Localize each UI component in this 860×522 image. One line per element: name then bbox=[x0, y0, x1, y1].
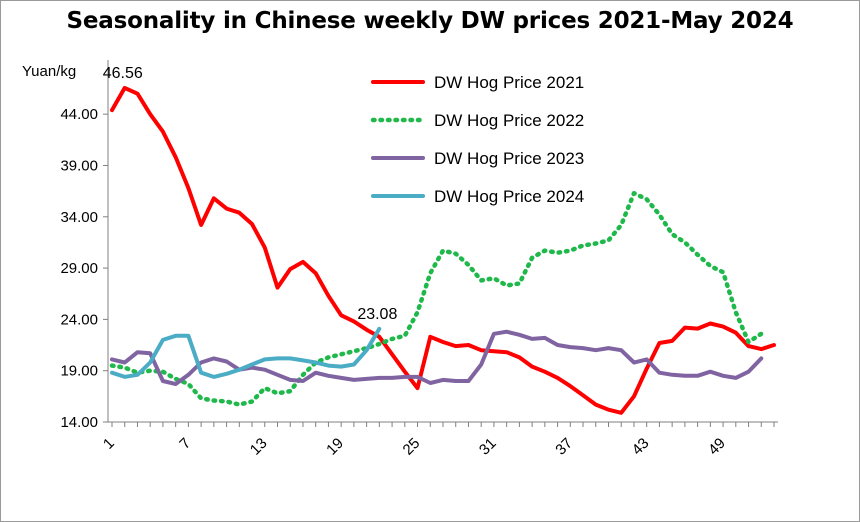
y-tick-label: 44.00 bbox=[60, 106, 98, 123]
series-2022-line bbox=[109, 190, 764, 407]
y-tick-label: 14.00 bbox=[60, 414, 98, 431]
chart-title: Seasonality in Chinese weekly DW prices … bbox=[66, 8, 794, 34]
series-2024-line bbox=[110, 326, 382, 379]
legend-item-2023-label: DW Hog Price 2023 bbox=[434, 149, 584, 168]
x-tick-label: 49 bbox=[705, 435, 729, 459]
x-tick-label: 7 bbox=[176, 435, 194, 453]
legend-item-2024-label: DW Hog Price 2024 bbox=[434, 187, 584, 206]
y-tick-label: 34.00 bbox=[60, 209, 98, 226]
data-label: 46.56 bbox=[103, 65, 143, 82]
legend-item-2021-label: DW Hog Price 2021 bbox=[434, 73, 584, 92]
x-tick-label: 31 bbox=[476, 435, 500, 459]
legend-item-2022-label: DW Hog Price 2022 bbox=[434, 111, 584, 130]
x-tick-label: 19 bbox=[323, 435, 347, 459]
x-tick-label: 13 bbox=[247, 435, 271, 459]
y-tick-label: 24.00 bbox=[60, 311, 98, 328]
y-tick-label: 29.00 bbox=[60, 260, 98, 277]
series-2023-line bbox=[110, 329, 764, 386]
y-axis-unit-label: Yuan/kg bbox=[22, 63, 77, 80]
data-label: 23.08 bbox=[357, 306, 397, 323]
x-tick-label: 37 bbox=[552, 435, 576, 459]
x-tick-label: 25 bbox=[400, 435, 424, 459]
x-tick-label: 43 bbox=[629, 435, 653, 459]
y-tick-label: 19.00 bbox=[60, 363, 98, 380]
series-2021-line bbox=[110, 85, 776, 415]
y-tick-label: 39.00 bbox=[60, 157, 98, 174]
x-tick-label: 1 bbox=[100, 435, 118, 453]
